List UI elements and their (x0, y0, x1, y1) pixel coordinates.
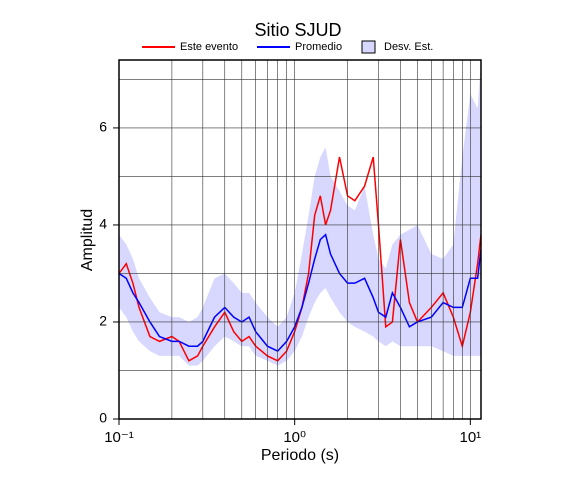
x-tick-label: 10¹ (459, 429, 481, 446)
plot-frame (118, 59, 482, 420)
legend-label: Este evento (180, 41, 238, 53)
std-band (119, 60, 481, 366)
plot-area (119, 60, 481, 366)
y-axis-label: Amplitud (79, 209, 96, 271)
chart-title: Sitio SJUD (254, 20, 341, 40)
y-tick-label: 2 (99, 313, 107, 329)
legend-swatch (361, 40, 376, 54)
y-tick-label: 6 (99, 119, 107, 135)
x-tick-label: 10⁻¹ (104, 429, 134, 446)
series-line (119, 233, 481, 352)
x-tick-label: 10⁰ (283, 429, 306, 446)
y-tick-label: 4 (99, 216, 107, 232)
legend-label: Desv. Est. (384, 41, 433, 53)
y-tick-label: 0 (99, 410, 107, 426)
legend-label: Promedio (295, 41, 342, 53)
x-axis-label: Periodo (s) (261, 447, 339, 464)
